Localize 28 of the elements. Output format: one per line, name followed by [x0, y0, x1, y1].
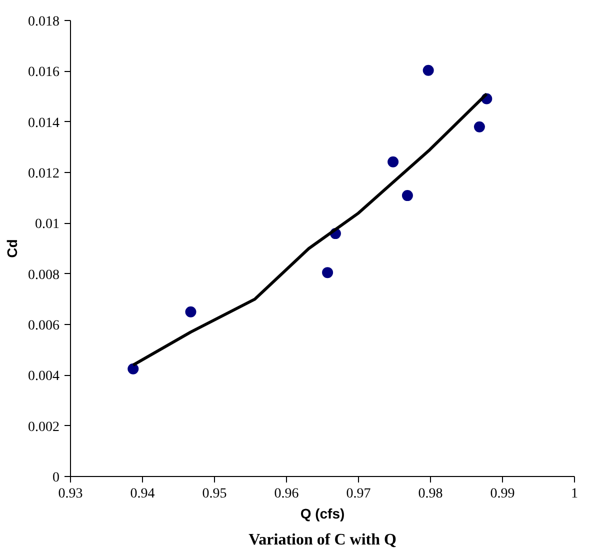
point [322, 267, 334, 278]
y-axis-title: Cd [4, 239, 20, 258]
point [422, 64, 434, 76]
text: Variation of C with Q [248, 532, 396, 548]
x-tick-label: 0.99 [490, 486, 515, 502]
x-tick-label: 0.98 [418, 486, 443, 502]
y-tick-label: 0.008 [28, 268, 60, 283]
y-tick-label: 0.012 [28, 166, 60, 182]
point [402, 190, 413, 202]
y-tick-label: 0.006 [28, 318, 60, 334]
x-tick-label: 1 [571, 486, 578, 502]
point [474, 121, 485, 132]
x-tick-label: 0.97 [346, 486, 371, 502]
x-tick-label: 0.93 [58, 486, 83, 502]
y-tick-label: 0.018 [28, 14, 60, 30]
y-tick-label: 0.01 [35, 217, 60, 232]
point [128, 363, 139, 374]
point [388, 156, 399, 168]
y-tick-label: 0 [52, 470, 60, 486]
point [185, 306, 196, 318]
y-tick-label: 0.016 [28, 65, 60, 80]
y-tick-label: 0.014 [28, 116, 60, 131]
x-axis-title: Q (cfs) [300, 506, 345, 522]
y-tick-label: 0.004 [28, 369, 60, 384]
x-tick-label: 0.95 [202, 486, 227, 502]
y-tick-label: 0.002 [28, 420, 60, 435]
x-tick-label: 0.94 [130, 486, 155, 502]
x-tick-label: 0.96 [274, 486, 299, 502]
